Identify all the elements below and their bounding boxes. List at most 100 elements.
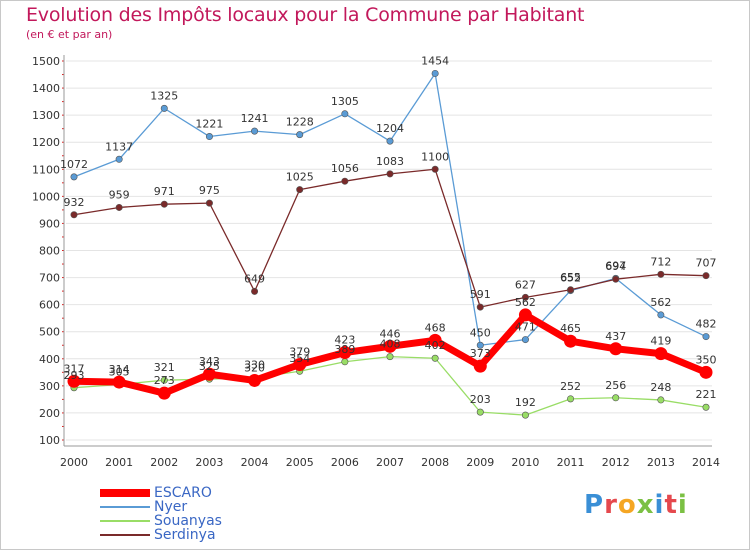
data-point-nyer-2001: [115, 155, 123, 163]
data-point-souanyas-2008: [431, 354, 439, 362]
logo-letter: o: [617, 490, 637, 520]
x-tick-label-2011: 2011: [557, 456, 585, 469]
data-point-escaro-2005: [293, 357, 307, 371]
chart-subtitle: (en € et par an): [26, 28, 113, 41]
legend-label-serdinya: Serdinya: [154, 527, 216, 543]
data-label-nyer-2006: 1305: [331, 95, 359, 108]
y-tick-label-300: 300: [39, 380, 60, 393]
y-tick-label-1400: 1400: [32, 82, 60, 95]
data-point-serdinya-2010: [521, 293, 529, 301]
data-point-escaro-2010: [518, 308, 532, 322]
data-point-souanyas-2012: [612, 394, 620, 402]
data-point-serdinya-2012: [612, 275, 620, 283]
data-label-souanyas-2007: 408: [380, 338, 401, 351]
data-point-serdinya-2001: [115, 203, 123, 211]
logo-letter: i: [677, 490, 688, 520]
legend-label-escaro: ESCARO: [154, 485, 212, 501]
data-label-escaro-2008: 468: [425, 321, 446, 334]
data-label-serdinya-2006: 1056: [331, 162, 359, 175]
data-point-serdinya-2014: [702, 272, 710, 280]
y-tick-label-400: 400: [39, 353, 60, 366]
data-label-nyer-2000: 1072: [60, 158, 88, 171]
y-tick-label-1200: 1200: [32, 136, 60, 149]
data-label-serdinya-2009: 591: [470, 288, 491, 301]
data-point-souanyas-2013: [657, 396, 665, 404]
data-label-serdinya-2007: 1083: [376, 155, 404, 168]
data-label-nyer-2003: 1221: [195, 118, 223, 131]
legend-swatch-escaro: [100, 489, 150, 497]
data-label-serdinya-2002: 971: [154, 185, 175, 198]
data-point-serdinya-2009: [476, 303, 484, 311]
x-tick-label-2009: 2009: [466, 456, 494, 469]
logo-letter: r: [604, 490, 618, 520]
data-point-escaro-2012: [609, 342, 623, 356]
data-label-serdinya-2000: 932: [64, 196, 85, 209]
data-point-escaro-2004: [248, 373, 262, 387]
data-point-nyer-2006: [341, 110, 349, 118]
data-label-souanyas-2009: 203: [470, 393, 491, 406]
logo-letter: P: [584, 490, 605, 520]
data-label-serdinya-2005: 1025: [286, 171, 314, 184]
data-point-serdinya-2013: [657, 270, 665, 278]
data-label-nyer-2004: 1241: [241, 112, 269, 125]
legend-swatch-souanyas: [100, 520, 150, 522]
data-label-serdinya-2011: 655: [560, 271, 581, 284]
data-point-nyer-2014: [702, 333, 710, 341]
y-tick-label-1000: 1000: [32, 190, 60, 203]
data-point-souanyas-2009: [476, 408, 484, 416]
data-label-souanyas-2008: 402: [425, 339, 446, 352]
data-label-souanyas-2000: 293: [64, 369, 85, 382]
data-label-serdinya-2001: 959: [109, 188, 130, 201]
data-label-nyer-2013: 562: [650, 296, 671, 309]
x-tick-label-2006: 2006: [331, 456, 359, 469]
data-label-souanyas-2004: 330: [244, 359, 265, 372]
data-label-escaro-2001: 314: [109, 363, 130, 376]
data-label-souanyas-2013: 248: [650, 381, 671, 394]
x-tick-label-2008: 2008: [421, 456, 449, 469]
data-point-nyer-2010: [521, 336, 529, 344]
data-point-souanyas-2006: [341, 358, 349, 366]
x-tick-label-2014: 2014: [692, 456, 720, 469]
data-label-escaro-2004: 320: [244, 361, 265, 374]
data-label-nyer-2005: 1228: [286, 116, 314, 129]
data-point-serdinya-2005: [296, 186, 304, 194]
data-label-escaro-2010: 562: [515, 296, 536, 309]
legend-swatch-serdinya: [100, 534, 150, 536]
x-tick-label-2010: 2010: [511, 456, 539, 469]
data-label-escaro-2007: 446: [380, 327, 401, 340]
data-label-nyer-2014: 482: [696, 318, 717, 331]
data-point-souanyas-2002: [160, 376, 168, 384]
data-point-escaro-2001: [112, 375, 126, 389]
data-point-nyer-2003: [205, 133, 213, 141]
data-label-nyer-2008: 1454: [421, 54, 449, 67]
legend-label-souanyas: Souanyas: [154, 513, 222, 529]
data-point-escaro-2007: [383, 339, 397, 353]
data-label-nyer-2009: 450: [470, 326, 491, 339]
data-label-nyer-2011: 652: [560, 272, 581, 285]
data-label-serdinya-2014: 707: [696, 257, 717, 270]
data-label-nyer-2007: 1204: [376, 122, 404, 135]
data-point-nyer-2009: [476, 341, 484, 349]
chart-title: Evolution des Impôts locaux pour la Comm…: [26, 4, 585, 26]
x-tick-label-2012: 2012: [602, 456, 630, 469]
y-tick-label-700: 700: [39, 272, 60, 285]
data-point-nyer-2004: [251, 127, 259, 135]
legend-label-nyer: Nyer: [154, 499, 188, 515]
data-label-serdinya-2013: 712: [650, 255, 671, 268]
data-point-nyer-2000: [70, 173, 78, 181]
x-tick-label-2002: 2002: [150, 456, 178, 469]
data-label-souanyas-2006: 389: [334, 343, 355, 356]
data-label-escaro-2011: 465: [560, 322, 581, 335]
data-point-serdinya-2008: [431, 165, 439, 173]
y-tick-label-1300: 1300: [32, 109, 60, 122]
data-point-escaro-2006: [338, 346, 352, 360]
data-label-souanyas-2001: 305: [109, 366, 130, 379]
x-tick-label-2013: 2013: [647, 456, 675, 469]
data-label-souanyas-2005: 354: [289, 352, 310, 365]
data-label-souanyas-2011: 252: [560, 380, 581, 393]
data-label-souanyas-2003: 325: [199, 360, 220, 373]
data-label-escaro-2003: 343: [199, 355, 220, 368]
data-point-escaro-2013: [654, 347, 668, 361]
y-tick-label-200: 200: [39, 407, 60, 420]
data-point-escaro-2000: [67, 374, 81, 388]
